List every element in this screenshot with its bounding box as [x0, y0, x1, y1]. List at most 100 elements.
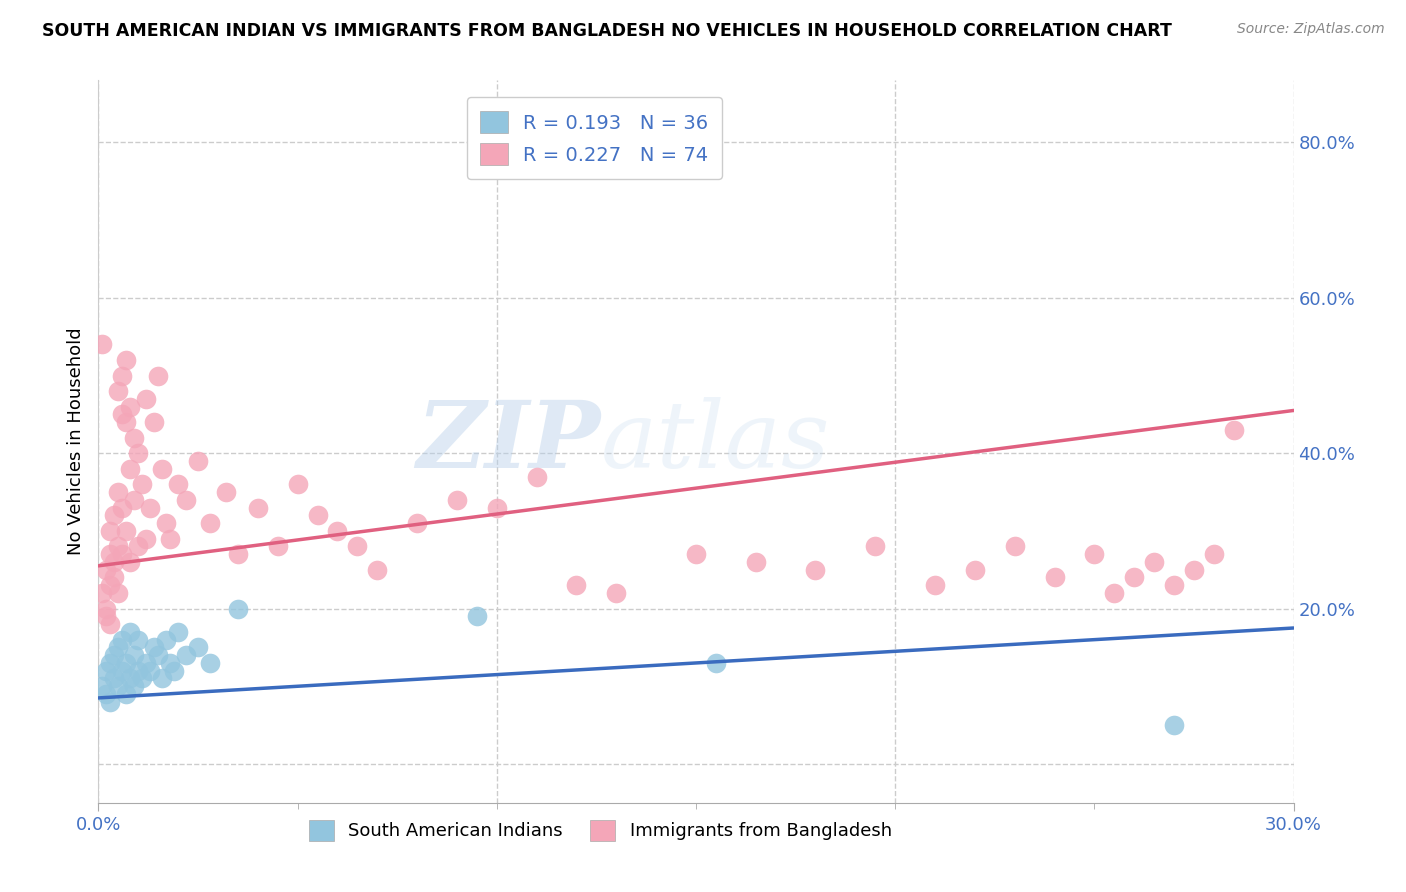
Point	[115, 353, 138, 368]
Point	[135, 392, 157, 406]
Point	[103, 672, 125, 686]
Point	[148, 648, 170, 663]
Point	[1202, 547, 1225, 561]
Point	[107, 485, 129, 500]
Point	[96, 609, 118, 624]
Point	[1223, 423, 1246, 437]
Point	[150, 672, 173, 686]
Text: Source: ZipAtlas.com: Source: ZipAtlas.com	[1237, 22, 1385, 37]
Point	[131, 477, 153, 491]
Point	[103, 555, 125, 569]
Point	[163, 664, 186, 678]
Point	[107, 679, 129, 693]
Point	[124, 492, 146, 507]
Point	[865, 540, 887, 554]
Point	[1004, 540, 1026, 554]
Point	[127, 664, 149, 678]
Point	[198, 656, 221, 670]
Point	[98, 578, 122, 592]
Point	[174, 648, 197, 663]
Point	[159, 656, 181, 670]
Point	[103, 570, 125, 584]
Point	[91, 679, 114, 693]
Point	[685, 547, 707, 561]
Point	[127, 632, 149, 647]
Point	[111, 632, 134, 647]
Point	[115, 415, 138, 429]
Point	[267, 540, 290, 554]
Point	[91, 337, 114, 351]
Point	[187, 454, 209, 468]
Point	[120, 672, 142, 686]
Point	[98, 617, 122, 632]
Point	[107, 384, 129, 398]
Point	[115, 687, 138, 701]
Point	[111, 500, 134, 515]
Point	[1182, 563, 1205, 577]
Point	[143, 640, 166, 655]
Point	[346, 540, 368, 554]
Point	[107, 640, 129, 655]
Point	[226, 601, 249, 615]
Point	[148, 368, 170, 383]
Point	[98, 524, 122, 538]
Point	[287, 477, 309, 491]
Point	[465, 609, 488, 624]
Point	[174, 492, 197, 507]
Point	[143, 415, 166, 429]
Point	[107, 586, 129, 600]
Point	[155, 516, 177, 530]
Point	[111, 408, 134, 422]
Point	[98, 656, 122, 670]
Point	[96, 664, 118, 678]
Point	[139, 664, 162, 678]
Point	[107, 540, 129, 554]
Point	[96, 687, 118, 701]
Point	[135, 656, 157, 670]
Point	[1123, 570, 1146, 584]
Point	[96, 601, 118, 615]
Point	[366, 563, 388, 577]
Point	[111, 664, 134, 678]
Text: atlas: atlas	[600, 397, 830, 486]
Point	[963, 563, 986, 577]
Point	[187, 640, 209, 655]
Point	[924, 578, 946, 592]
Point	[1143, 555, 1166, 569]
Point	[120, 400, 142, 414]
Point	[139, 500, 162, 515]
Point	[127, 446, 149, 460]
Point	[1104, 586, 1126, 600]
Point	[155, 632, 177, 647]
Point	[226, 547, 249, 561]
Point	[406, 516, 429, 530]
Point	[127, 540, 149, 554]
Point	[124, 648, 146, 663]
Point	[167, 477, 190, 491]
Point	[485, 500, 508, 515]
Text: SOUTH AMERICAN INDIAN VS IMMIGRANTS FROM BANGLADESH NO VEHICLES IN HOUSEHOLD COR: SOUTH AMERICAN INDIAN VS IMMIGRANTS FROM…	[42, 22, 1173, 40]
Point	[167, 624, 190, 639]
Point	[120, 461, 142, 475]
Point	[96, 563, 118, 577]
Point	[215, 485, 238, 500]
Point	[124, 679, 146, 693]
Point	[103, 508, 125, 523]
Point	[103, 648, 125, 663]
Point	[1163, 578, 1185, 592]
Point	[526, 469, 548, 483]
Point	[131, 672, 153, 686]
Legend: South American Indians, Immigrants from Bangladesh: South American Indians, Immigrants from …	[301, 813, 900, 848]
Point	[326, 524, 349, 538]
Point	[446, 492, 468, 507]
Point	[1163, 718, 1185, 732]
Point	[111, 368, 134, 383]
Point	[115, 656, 138, 670]
Point	[198, 516, 221, 530]
Y-axis label: No Vehicles in Household: No Vehicles in Household	[66, 327, 84, 556]
Point	[605, 586, 627, 600]
Point	[124, 431, 146, 445]
Point	[745, 555, 768, 569]
Point	[111, 547, 134, 561]
Point	[135, 532, 157, 546]
